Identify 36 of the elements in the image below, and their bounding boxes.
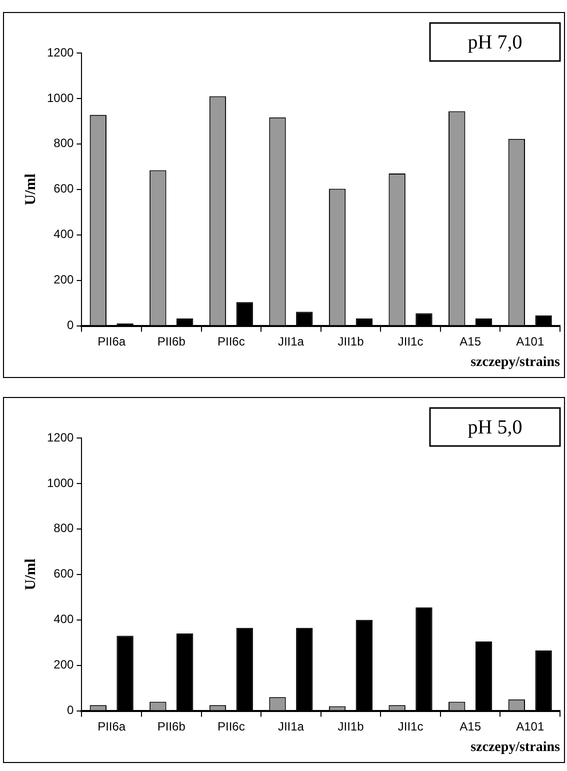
y-tick-label: 200 [54, 658, 74, 672]
y-tick-label: 0 [67, 703, 74, 718]
y-axis-title: U/ml [22, 558, 39, 590]
x-tick-label: JII1a [278, 719, 304, 734]
x-tick-label: JII1c [398, 719, 424, 734]
x-tick-label: PII6c [217, 334, 245, 348]
y-tick-label: 1200 [46, 430, 74, 444]
x-tick-label: PII6c [217, 719, 245, 734]
x-axis-title: szczepy/strains [470, 355, 561, 370]
y-axis-title: U/ml [22, 174, 39, 206]
x-axis-title: szczepy/strains [470, 740, 561, 756]
x-tick-label: PII6a [98, 334, 126, 348]
y-tick-label: 1200 [46, 45, 74, 60]
y-tick-label: 400 [54, 612, 74, 626]
annotation: pH 7,0 [468, 31, 522, 54]
x-tick-label: PII6b [157, 719, 186, 734]
y-tick-label: 800 [54, 521, 74, 536]
y-tick-label: 0 [67, 318, 74, 332]
y-tick-label: 400 [54, 227, 74, 242]
x-tick-label: A15 [460, 719, 482, 734]
y-tick-label: 800 [54, 136, 74, 150]
x-tick-label: JII1a [278, 334, 304, 348]
y-tick-label: 1000 [46, 90, 74, 105]
x-tick-label: JII1b [338, 719, 364, 734]
y-tick-label: 600 [54, 566, 74, 581]
y-tick-label: 200 [54, 272, 74, 287]
x-tick-label: JII1b [338, 334, 364, 348]
x-tick-label: A101 [516, 334, 544, 348]
annotation: pH 5,0 [468, 416, 522, 438]
x-tick-label: A101 [516, 719, 544, 734]
x-tick-label: PII6a [98, 719, 126, 734]
x-tick-label: JII1c [398, 334, 424, 348]
x-tick-label: A15 [460, 334, 482, 348]
y-tick-label: 1000 [46, 476, 74, 490]
x-tick-label: PII6b [157, 334, 186, 348]
y-tick-label: 600 [54, 182, 74, 196]
